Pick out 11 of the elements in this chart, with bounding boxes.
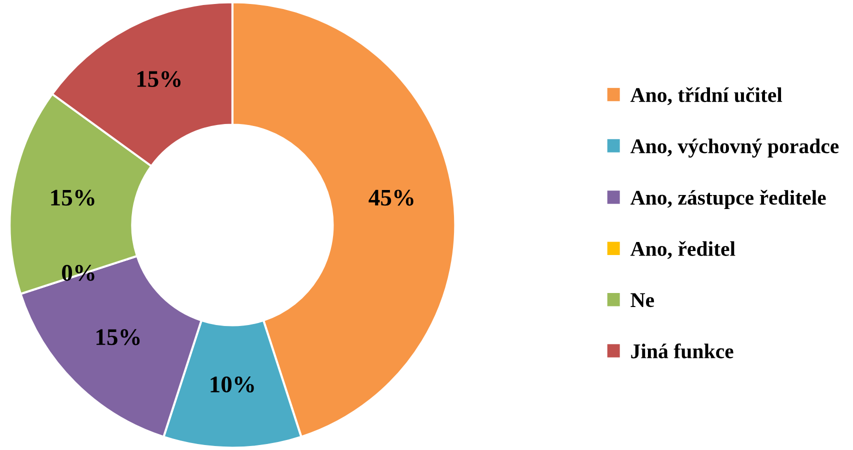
- data-label: 10%: [210, 376, 254, 392]
- legend-label: Ne: [630, 293, 654, 308]
- data-label: 15%: [96, 329, 140, 346]
- legend-label: Jiná funkce: [631, 343, 734, 358]
- data-label: 45%: [368, 190, 414, 206]
- legend-label: Ano, ředitel: [630, 241, 736, 259]
- legend-label: Ano, třídní učitel: [630, 87, 782, 106]
- legend-label: Ano, výchovný poradce: [630, 138, 839, 158]
- data-label: 15%: [137, 71, 181, 88]
- data-label: 15%: [51, 190, 94, 206]
- legend-label: Ano, zástupce ředitele: [630, 190, 826, 210]
